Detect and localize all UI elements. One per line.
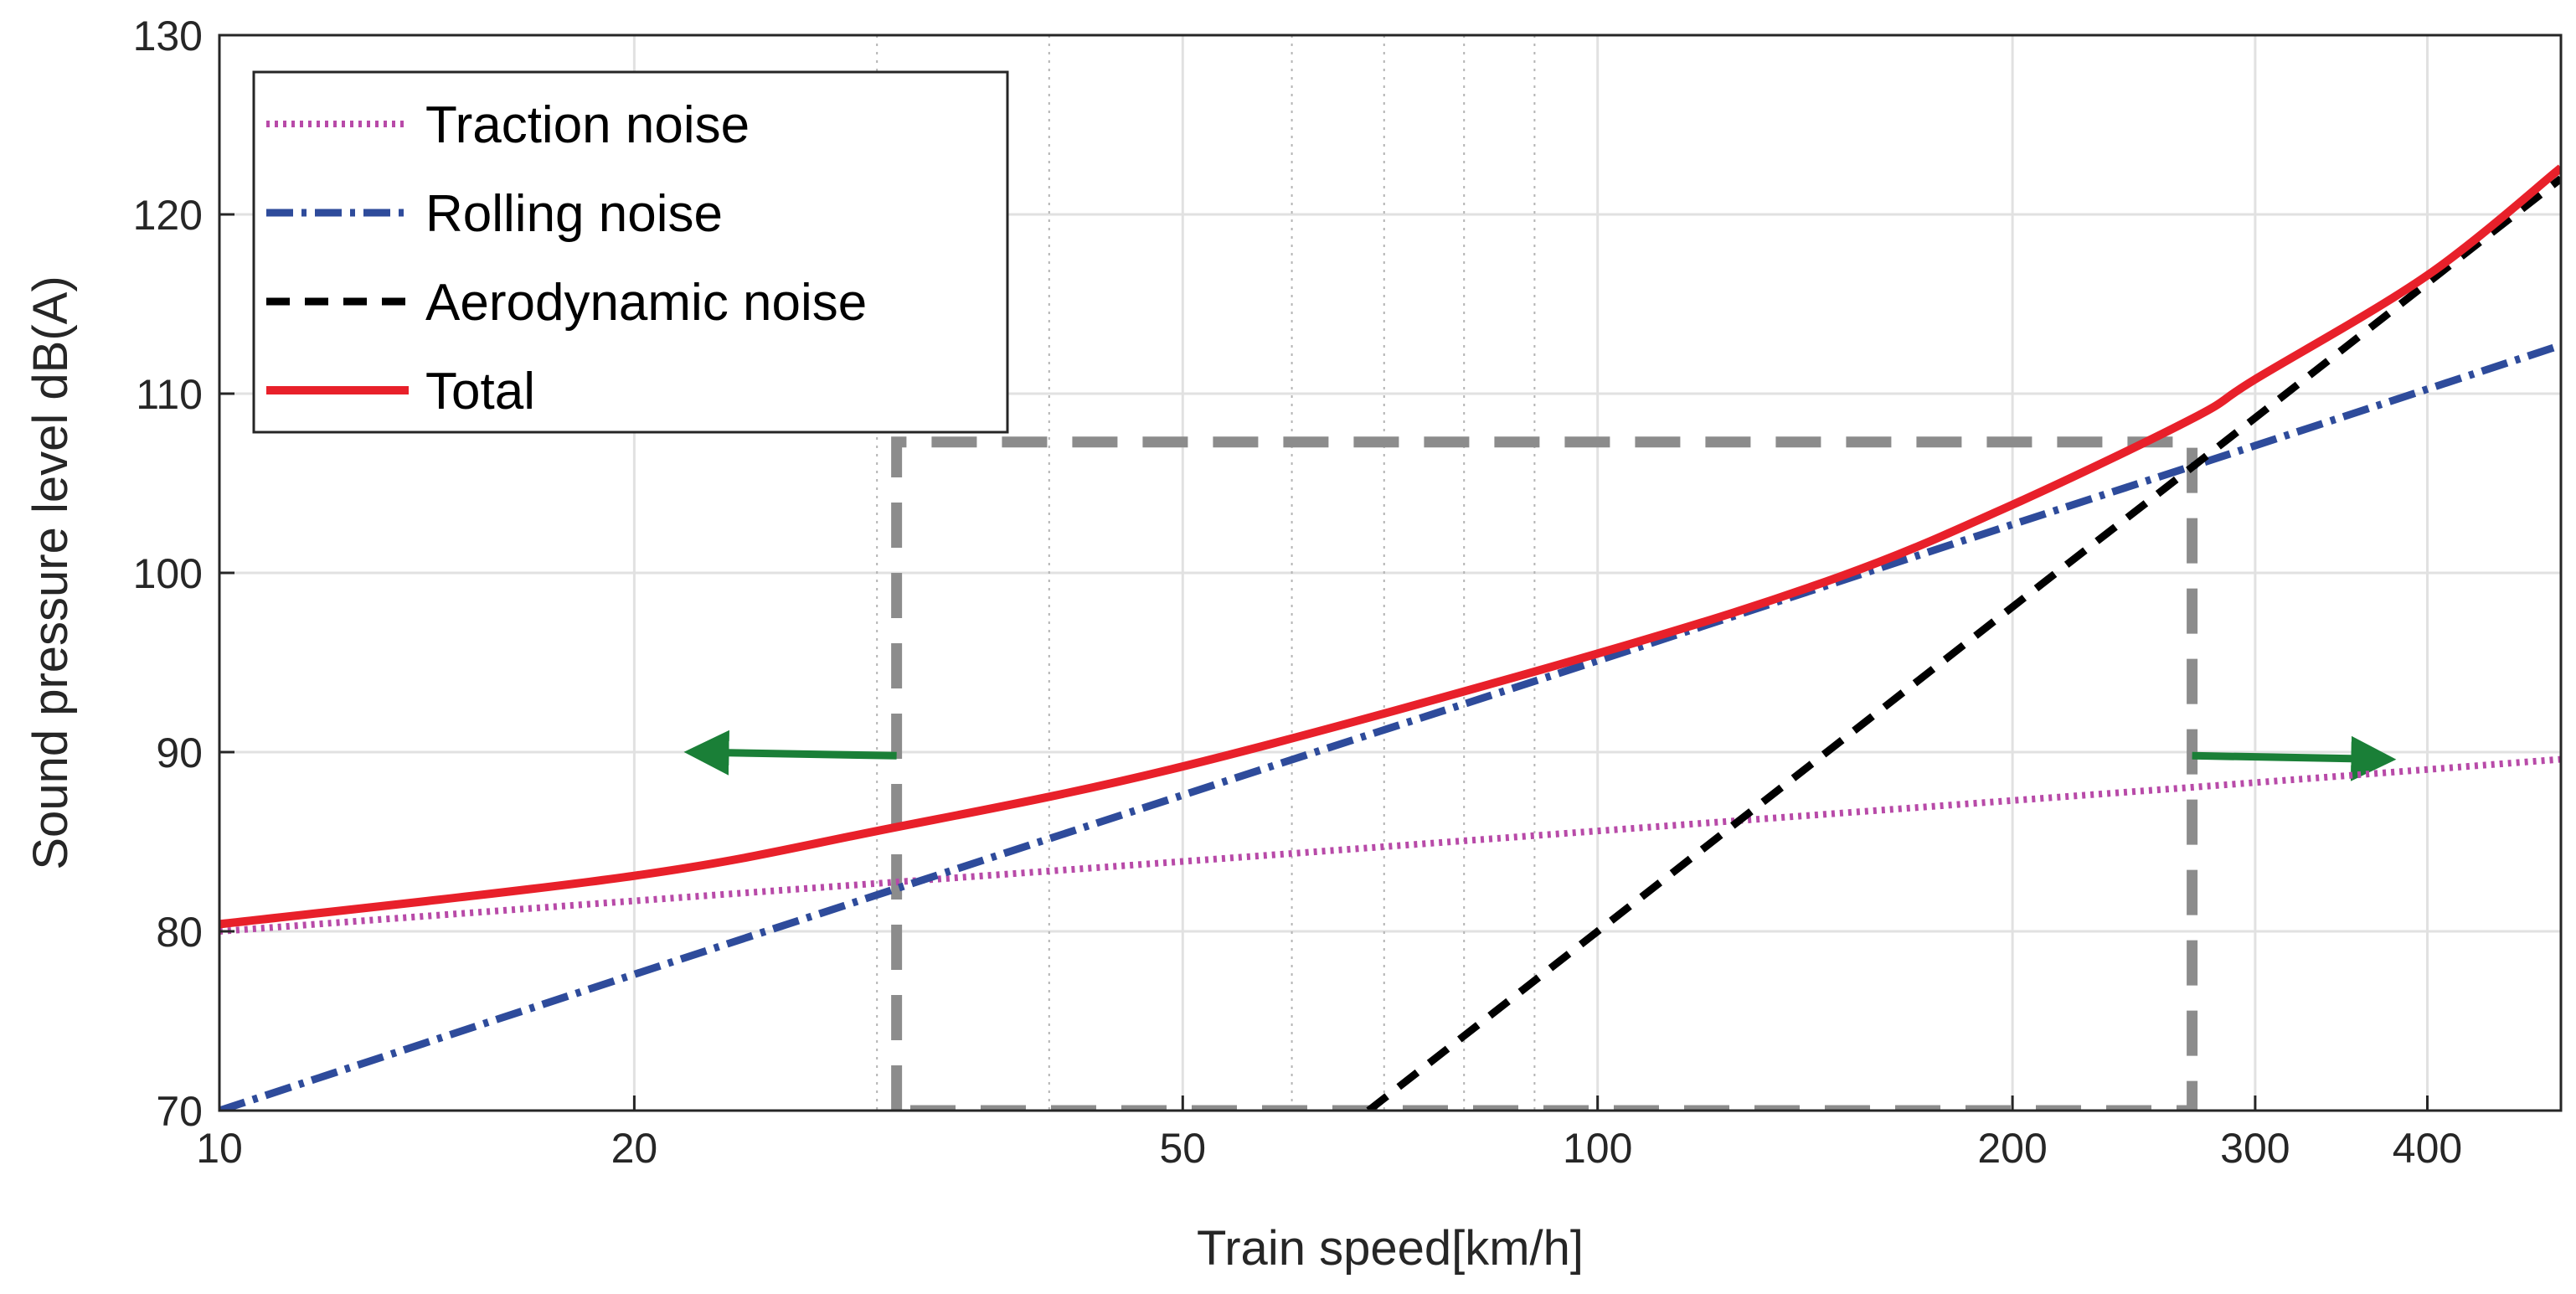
legend: Traction noise Rolling noise Aerodynamic n… — [252, 70, 1009, 434]
series-aerodynamic-noise — [1366, 175, 2561, 1111]
x-tick-label: 50 — [1159, 1125, 1206, 1172]
y-tick-label: 130 — [133, 13, 203, 59]
series-lines — [219, 164, 2561, 1111]
y-tick-label: 120 — [133, 192, 203, 239]
x-tick-label: 200 — [1977, 1125, 2047, 1172]
legend-label: Rolling noise — [425, 185, 723, 243]
x-tick-label: 10 — [196, 1125, 243, 1172]
x-axis-label: Train speed[km/h] — [1197, 1221, 1584, 1276]
legend-label: Aerodynamic noise — [425, 274, 867, 332]
x-tick-label: 100 — [1563, 1125, 1632, 1172]
y-tick-label: 80 — [156, 909, 203, 956]
region-box — [891, 436, 2198, 1111]
x-tick-label: 20 — [611, 1125, 658, 1172]
y-tick-label: 70 — [156, 1088, 203, 1135]
right-arrow — [2192, 735, 2397, 781]
legend-box — [252, 70, 1009, 434]
x-tick-label: 400 — [2393, 1125, 2462, 1172]
series-total — [219, 164, 2561, 929]
series-rolling-noise — [219, 341, 2561, 1111]
y-axis-label: Sound pressure level dB(A) — [23, 276, 78, 869]
y-tick-label: 100 — [133, 550, 203, 597]
legend-label: Total — [425, 363, 535, 420]
y-tick-label: 90 — [156, 729, 203, 776]
annotations — [683, 436, 2397, 1111]
series-traction-noise — [219, 755, 2561, 935]
left-arrow — [683, 729, 897, 776]
legend-label: Traction noise — [425, 96, 750, 154]
ticks: 10 20 50 100 200 300 400 70 80 90 100 110 120 130 — [133, 13, 2463, 1172]
y-tick-label: 110 — [136, 371, 203, 418]
x-tick-label: 300 — [2220, 1125, 2290, 1172]
